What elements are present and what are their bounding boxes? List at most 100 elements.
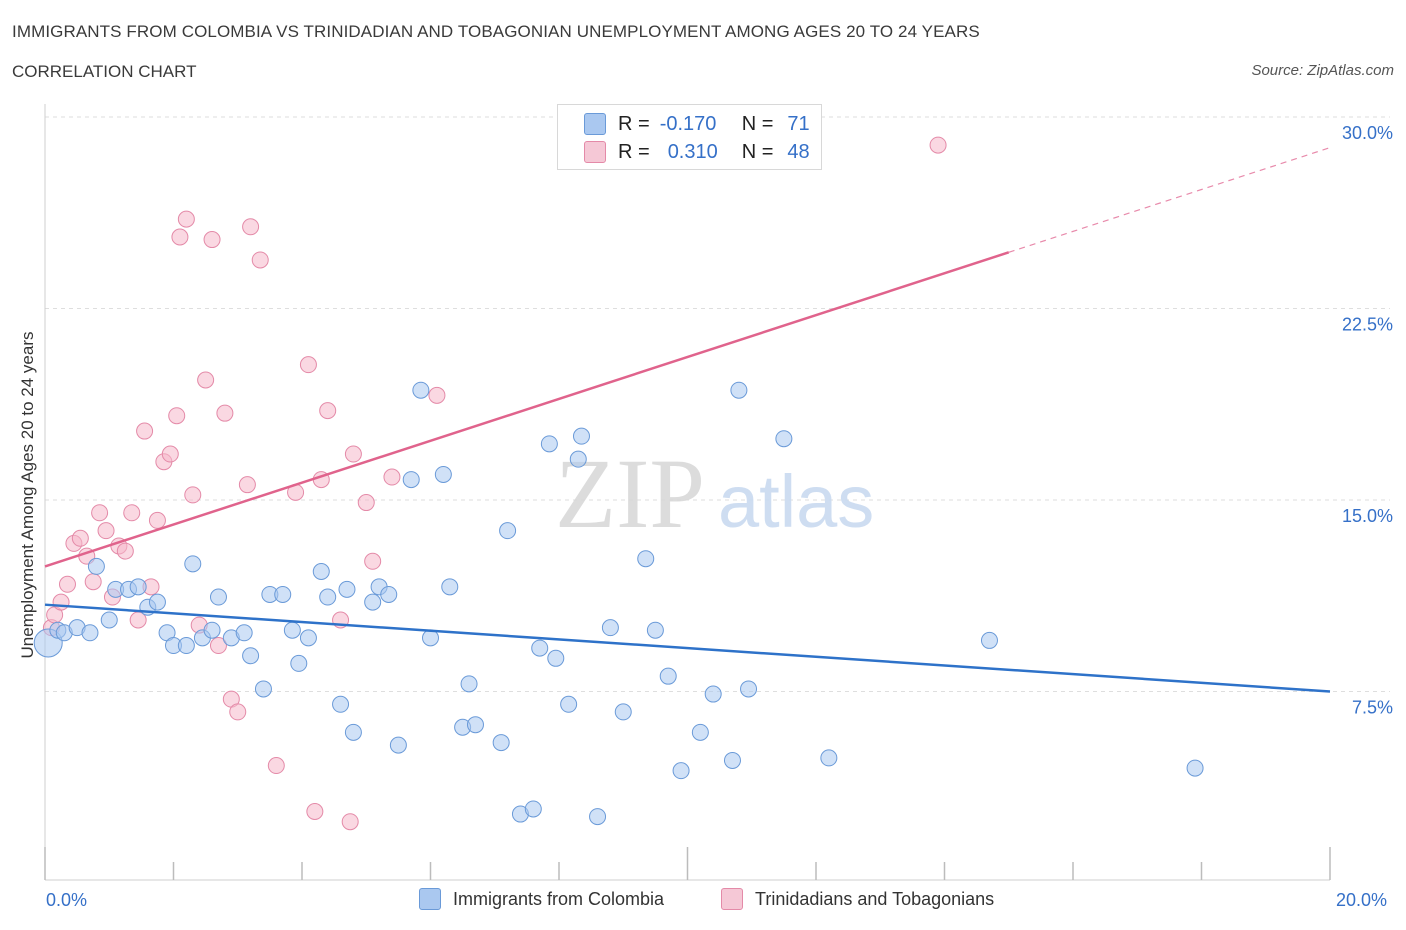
pink-point	[238, 476, 256, 494]
pink-point	[52, 593, 70, 611]
pink-point	[197, 371, 215, 389]
blue-point	[540, 435, 558, 453]
chart-subtitle: CORRELATION CHART	[12, 62, 197, 81]
pink-point	[84, 573, 102, 591]
blue-point	[569, 450, 587, 468]
bottom-legend-pink: Trinidadians and Tobagonians	[721, 888, 994, 910]
legend-r-label: R =	[618, 112, 650, 135]
blue-point	[723, 751, 741, 769]
pink-point	[203, 231, 221, 249]
blue-point	[740, 680, 758, 698]
pink-point	[184, 486, 202, 504]
correlation-legend: R = -0.170 N = 71 R = 0.310 N = 48	[557, 104, 822, 170]
pink-point	[341, 813, 359, 831]
y-tick-label: 22.5%	[1342, 315, 1393, 335]
blue-point	[637, 550, 655, 568]
legend-n-value: 71	[787, 112, 810, 135]
blue-point	[691, 723, 709, 741]
pink-point	[168, 407, 186, 425]
blue-point	[531, 639, 549, 657]
bottom-legend-label: Trinidadians and Tobagonians	[755, 888, 995, 909]
pink-point	[216, 404, 234, 422]
grid-lines	[45, 116, 1390, 692]
pink-point	[123, 504, 141, 522]
pink-point	[319, 402, 337, 420]
pink-series-points	[42, 136, 947, 831]
bottom-legend-label: Immigrants from Colombia	[453, 888, 665, 909]
blue-point	[499, 522, 517, 540]
blue-swatch	[584, 113, 606, 135]
blue-point	[672, 762, 690, 780]
blue-point	[572, 427, 590, 445]
blue-trend-line	[44, 603, 1331, 693]
blue-point	[560, 695, 578, 713]
blue-point	[589, 808, 607, 826]
pink-point	[209, 637, 227, 655]
blue-point	[389, 736, 407, 754]
blue-point	[704, 685, 722, 703]
blue-point	[364, 593, 382, 611]
blue-point	[332, 695, 350, 713]
blue-point	[524, 800, 542, 818]
blue-point	[646, 621, 664, 639]
blue-point	[412, 381, 430, 399]
blue-point	[100, 611, 118, 629]
blue-point	[1186, 759, 1204, 777]
pink-point	[364, 552, 382, 570]
blue-point	[460, 675, 478, 693]
chart-title: IMMIGRANTS FROM COLOMBIA VS TRINIDADIAN …	[12, 22, 980, 41]
blue-point	[290, 654, 308, 672]
pink-point	[97, 522, 115, 540]
blue-swatch	[419, 888, 441, 910]
pink-trend-extension	[1008, 147, 1331, 253]
y-tick-labels: 7.5% 15.0% 22.5% 30.0%	[1342, 123, 1393, 718]
blue-point	[492, 734, 510, 752]
blue-point	[441, 578, 459, 596]
blue-point	[775, 430, 793, 448]
bottom-legend-blue: Immigrants from Colombia	[419, 888, 664, 910]
pink-point	[383, 468, 401, 486]
pink-point	[91, 504, 109, 522]
y-tick-label: 30.0%	[1342, 123, 1393, 143]
blue-point	[129, 578, 147, 596]
x-tick-label-max: 20.0%	[1336, 890, 1388, 910]
pink-point	[148, 511, 166, 529]
blue-point	[730, 381, 748, 399]
y-tick-label: 7.5%	[1352, 698, 1393, 718]
blue-point	[242, 647, 260, 665]
blue-point	[283, 621, 301, 639]
blue-point	[184, 555, 202, 573]
pink-point	[242, 218, 260, 236]
blue-point	[338, 580, 356, 598]
blue-point	[659, 667, 677, 685]
blue-series-points	[33, 381, 1204, 826]
pink-point	[177, 210, 195, 228]
trend-lines	[44, 147, 1331, 693]
blue-point	[209, 588, 227, 606]
y-tick-label: 15.0%	[1342, 506, 1393, 526]
pink-point	[136, 422, 154, 440]
blue-point	[81, 624, 99, 642]
pink-point	[71, 529, 89, 547]
legend-row-blue: R = -0.170 N = 71	[584, 111, 810, 137]
blue-point	[466, 716, 484, 734]
watermark: ZIP atlas	[555, 438, 874, 549]
pink-point	[171, 228, 189, 246]
blue-point	[203, 621, 221, 639]
blue-point	[319, 588, 337, 606]
pink-point	[929, 136, 947, 154]
source-label: Source: ZipAtlas.com	[1251, 62, 1394, 79]
legend-r-value: -0.170	[659, 112, 717, 135]
x-tick-label-min: 0.0%	[46, 890, 88, 910]
blue-point	[87, 557, 105, 575]
blue-point	[312, 562, 330, 580]
pink-point	[357, 494, 375, 512]
legend-r-label: R =	[618, 140, 650, 163]
blue-point	[235, 624, 253, 642]
blue-point	[299, 629, 317, 647]
blue-point	[380, 585, 398, 603]
legend-n-label: N =	[741, 112, 774, 135]
legend-row-pink: R = 0.310 N = 48	[584, 139, 810, 165]
legend-n-value: 48	[787, 140, 810, 163]
